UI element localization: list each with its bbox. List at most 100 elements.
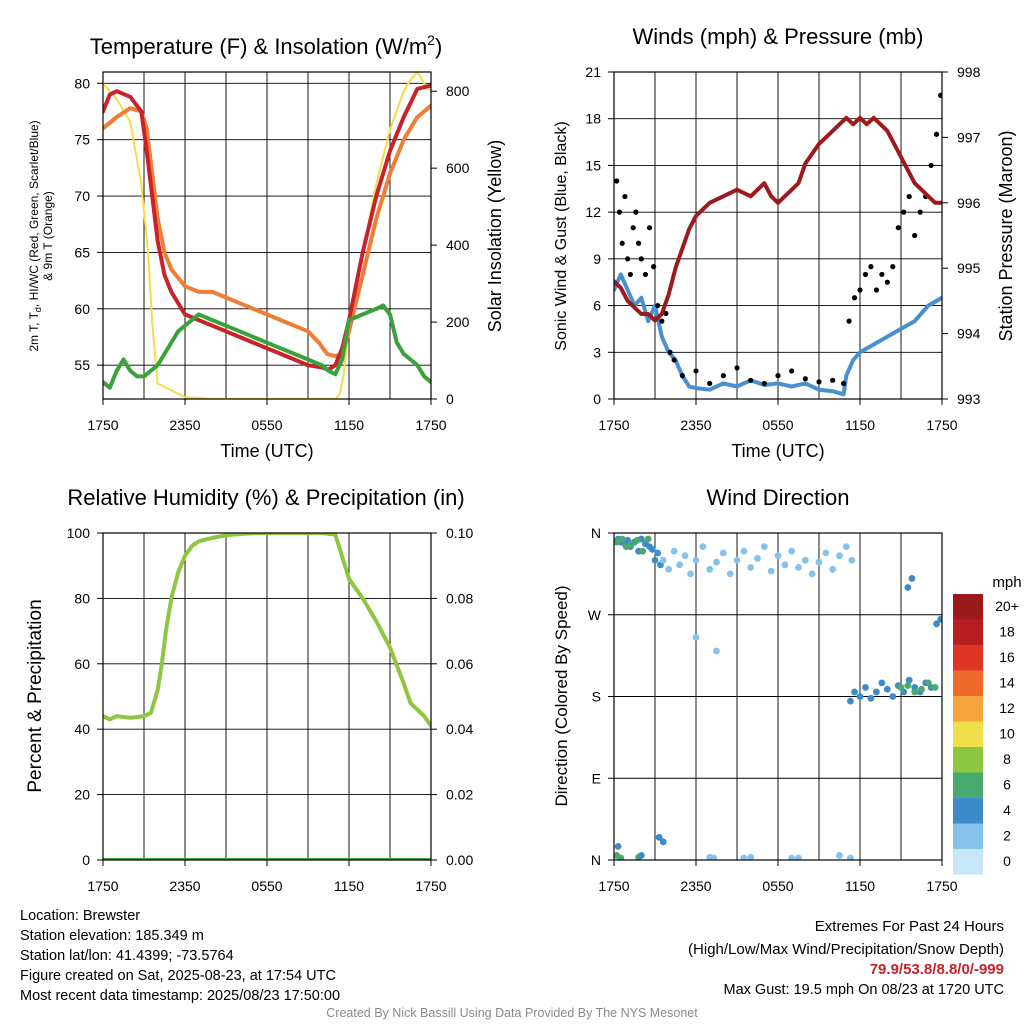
wind-direction-point: [889, 693, 897, 700]
wind-direction-point: [842, 543, 850, 551]
gust-point: [862, 271, 869, 278]
panel-title: Wind Direction: [706, 485, 849, 510]
wind-direction-point: [687, 570, 694, 578]
x-tick-label: 2350: [680, 417, 711, 433]
gust-point: [693, 368, 699, 374]
x-tick-label: 1750: [926, 417, 957, 433]
wind-direction-point: [644, 535, 652, 543]
y-tick-label: 60: [74, 301, 90, 317]
gust-point: [630, 225, 636, 231]
wind-direction-point: [692, 634, 700, 641]
extremes-values: 79.9/53.8/8.8/0/-999: [869, 961, 1004, 978]
x-tick-label: 1150: [845, 417, 875, 433]
wind-direction-point: [788, 547, 796, 555]
series-line: [103, 83, 431, 372]
legend-title: mph: [992, 574, 1021, 591]
y-tick-label: N: [591, 852, 601, 868]
x-tick-label: 1750: [87, 878, 118, 894]
wind-direction-point: [760, 543, 768, 551]
y-tick-label: 15: [585, 157, 601, 173]
y-tick-label: 75: [74, 132, 90, 148]
legend-label: 6: [1003, 777, 1011, 793]
panel-title: Relative Humidity (%) & Precipitation (i…: [67, 485, 464, 510]
legend-swatch: [953, 798, 983, 824]
wind-direction-point: [924, 679, 932, 687]
created-text: Figure created on Sat, 2025-08-23, at 17…: [20, 968, 336, 984]
wind-direction-point: [904, 682, 912, 689]
wind-direction-point: [726, 570, 734, 578]
y2-tick-label: 994: [957, 326, 981, 342]
y-axis-label: Sonic Wind & Gust (Blue, Black): [553, 121, 570, 350]
y-tick-label: 70: [74, 188, 90, 204]
wind-direction-point: [654, 549, 662, 557]
series-group: [103, 72, 431, 399]
y-tick-label: 100: [67, 525, 91, 541]
wind-direction-point: [851, 688, 858, 696]
extremes-subtitle: (High/Low/Max Wind/Precipitation/Snow De…: [688, 941, 1004, 958]
wind-direction-point: [614, 842, 622, 850]
gust-point: [659, 318, 665, 324]
wind-direction-point: [867, 694, 875, 702]
gust-point: [633, 209, 639, 215]
x-tick-label: 1750: [598, 417, 629, 433]
gust-point: [873, 287, 880, 293]
latlon-text: Station lat/lon: 41.4399; -73.5764: [20, 948, 234, 964]
gust-point: [622, 193, 628, 200]
y-tick-label: 0: [593, 391, 601, 407]
y-tick-label: 55: [74, 357, 90, 373]
y2-tick-label: 0: [446, 391, 454, 407]
x-tick-label: 1150: [334, 417, 364, 433]
y2-tick-label: 800: [446, 83, 470, 99]
gust-point: [720, 373, 726, 379]
gust-point: [636, 240, 642, 246]
gust-point: [679, 373, 685, 379]
y2-tick-label: 600: [446, 160, 470, 176]
legend-swatch: [953, 772, 983, 798]
speed-legend: mph 0 2 4 6 8 10 12 14 16 18 20+: [953, 574, 1022, 875]
series-line: [103, 303, 431, 390]
wind-direction-point: [847, 854, 854, 860]
gust-point: [890, 264, 896, 270]
y-tick-label: 18: [585, 111, 601, 127]
wind-direction-point: [699, 543, 707, 551]
wind-direction-point: [878, 679, 886, 687]
gust-point: [816, 379, 822, 385]
ticks: 1750 2350 0550 1150 1750 N E S W N: [588, 525, 958, 894]
wind-direction-point: [918, 685, 925, 693]
legend-swatch: [953, 594, 983, 620]
wind-direction-point: [747, 853, 755, 860]
y-tick-label: 9: [593, 251, 601, 267]
credit-text: Created By Nick Bassill Using Data Provi…: [326, 1006, 698, 1020]
grid: [103, 72, 431, 399]
extremes-title: Extremes For Past 24 Hours: [814, 918, 1004, 935]
panel-winds: Winds (mph) & Pressure (mb) 1750 2350 0550…: [553, 24, 1016, 461]
gust-point: [619, 240, 625, 246]
gust-point: [761, 380, 767, 387]
wind-direction-point: [665, 565, 673, 573]
x-axis-label: Time (UTC): [731, 441, 824, 461]
wind-direction-point: [836, 852, 843, 859]
wind-direction-point: [908, 575, 916, 582]
y-axis-label: Direction (Colored By Speed): [552, 585, 571, 806]
wind-direction-point: [754, 555, 761, 562]
wind-direction-point: [931, 684, 939, 691]
y2-axis-label: Station Pressure (Maroon): [996, 130, 1016, 341]
y2-tick-label: 0.02: [446, 787, 473, 803]
legend-label: 20+: [995, 598, 1019, 614]
x-tick-label: 1150: [334, 878, 364, 894]
x-tick-label: 1750: [415, 417, 446, 433]
wind-direction-point: [740, 854, 748, 860]
wind-direction-point: [747, 564, 755, 571]
gust-point: [884, 279, 890, 285]
ticks: 1750 2350 0550 1150 1750 0 20 40 60 80 100 0.00 0.02…: [67, 525, 474, 894]
y-tick-label: 65: [74, 244, 90, 260]
wind-direction-point: [795, 854, 802, 860]
wind-direction-point: [659, 556, 667, 564]
gust-point: [879, 271, 885, 278]
y-tick-label: E: [592, 770, 601, 786]
y-tick-label: 21: [585, 64, 601, 80]
gust-point: [651, 264, 657, 270]
panel-wind-direction: Wind Direction 1750 2350 0550 1150 1750 N E S W N…: [552, 485, 1022, 894]
wind-direction-point: [911, 688, 919, 696]
wind-direction-point: [873, 688, 880, 696]
